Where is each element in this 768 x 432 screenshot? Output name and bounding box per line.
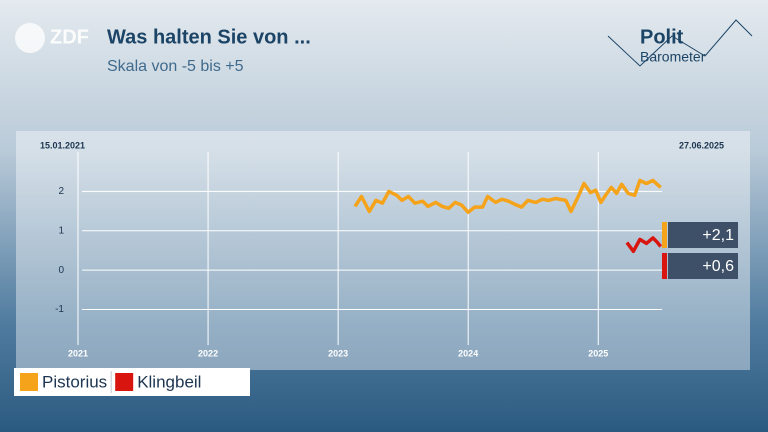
end-value-marker (662, 253, 667, 279)
brand-graphic (607, 19, 753, 67)
y-tick-label: 1 (58, 225, 64, 236)
x-tick-label: 2022 (198, 348, 218, 358)
logo: ZDF (50, 26, 89, 48)
end-date: 27.06.2025 (679, 140, 724, 150)
x-tick-label: 2021 (68, 348, 88, 358)
line-series (625, 236, 663, 254)
end-value-marker (662, 222, 667, 248)
logo-circle (15, 23, 45, 53)
x-tick-label: 2024 (458, 348, 478, 358)
chart-subtitle: Skala von -5 bis +5 (107, 58, 244, 75)
brand-line-2: Barometer (640, 49, 706, 65)
line-series (353, 178, 662, 215)
y-tick-label: -1 (55, 304, 64, 315)
end-value-box (668, 222, 738, 248)
end-value-box (668, 253, 738, 279)
legend-label: Pistorius (42, 372, 107, 391)
start-date: 15.01.2021 (40, 140, 85, 150)
legend-swatch (20, 373, 38, 391)
x-tick-label: 2023 (328, 348, 348, 358)
legend-swatch (115, 373, 134, 391)
chart-title: Was halten Sie von ... (107, 26, 311, 48)
plot-panel (16, 131, 750, 370)
y-tick-label: 2 (58, 186, 64, 197)
y-tick-label: 0 (58, 265, 64, 276)
end-value-label: +0,6 (702, 258, 734, 275)
brand-line-1: Polit (640, 26, 684, 48)
end-value-label: +2,1 (702, 227, 734, 244)
x-tick-label: 2025 (588, 348, 608, 358)
legend-label: Klingbeil (137, 372, 201, 391)
